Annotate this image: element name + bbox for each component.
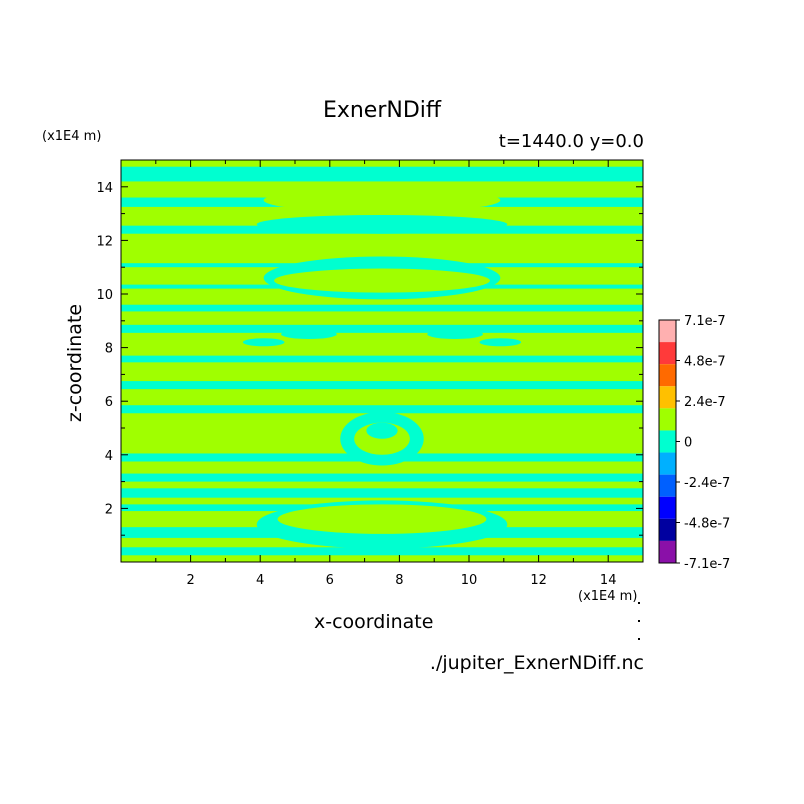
colorbar: 7.1e-7 4.8e-7 2.4e-7 0 -2.4e-7 -4.8e-7 -7.1e-7 (658, 314, 730, 572)
y-tick-label: 4 (105, 449, 113, 464)
colorbar-label: 2.4e-7 (684, 395, 726, 410)
x-tick-label: 4 (256, 573, 264, 588)
x-unit-label: (x1E4 m) (578, 589, 638, 604)
colorbar-swatch (659, 320, 676, 343)
side-lobe (427, 329, 483, 340)
y-tick-label: 8 (105, 342, 113, 357)
colorbar-swatch (659, 540, 676, 563)
x-tick-label: 2 (186, 573, 194, 588)
decor-dot (638, 620, 640, 622)
y-tick-label: 12 (96, 234, 113, 249)
negative-band (121, 324, 643, 333)
contour-field (121, 160, 643, 562)
side-lobe (242, 338, 285, 347)
y-unit-label: (x1E4 m) (42, 129, 102, 144)
time-label: t=1440.0 y=0.0 (498, 131, 644, 152)
negative-band (121, 166, 643, 182)
source-file-label: ./jupiter_ExnerNDiff.nc (429, 652, 644, 674)
y-axis: 2 4 6 8 10 12 14 (96, 181, 643, 536)
colorbar-swatch (659, 452, 676, 475)
colorbar-swatch (659, 342, 676, 365)
colorbar-swatch (659, 518, 676, 541)
y-tick-label: 2 (105, 502, 113, 517)
decor-dot (638, 638, 640, 640)
colorbar-swatch (659, 386, 676, 409)
core-structure (366, 422, 398, 439)
x-axis: 2 4 6 8 10 12 14 (155, 160, 617, 588)
decor-dot (638, 602, 640, 604)
colorbar-swatch (659, 408, 676, 431)
x-tick-label: 10 (461, 573, 478, 588)
x-tick-label: 8 (395, 573, 403, 588)
upper-structure (274, 268, 490, 293)
negative-band (121, 405, 643, 414)
colorbar-label: -7.1e-7 (684, 557, 730, 572)
negative-band (121, 488, 643, 498)
x-tick-label: 14 (600, 573, 617, 588)
y-tick-label: 10 (96, 288, 113, 303)
y-tick-label: 6 (105, 395, 113, 410)
x-tick-label: 12 (530, 573, 547, 588)
side-lobe (281, 329, 337, 340)
negative-band (121, 547, 643, 556)
plot-frame (120, 159, 644, 563)
side-lobe (479, 338, 522, 347)
colorbar-swatch (659, 496, 676, 519)
negative-band (121, 381, 643, 390)
colorbar-label: 7.1e-7 (684, 314, 726, 329)
colorbar-swatch (659, 474, 676, 497)
y-tick-label: 14 (96, 181, 113, 196)
lower-structure (277, 504, 487, 534)
upper-structure (263, 188, 501, 213)
colorbar-swatch (659, 364, 676, 387)
negative-band (121, 473, 643, 482)
colorbar-swatch (659, 430, 676, 453)
colorbar-label: -2.4e-7 (684, 476, 730, 491)
colorbar-label: -4.8e-7 (684, 517, 730, 532)
negative-band (121, 304, 643, 312)
chart-title: ExnerNDiff (322, 98, 442, 123)
x-tick-label: 6 (326, 573, 334, 588)
x-axis-label: x-coordinate (314, 611, 434, 633)
colorbar-label: 0 (684, 436, 692, 451)
upper-structure (256, 214, 508, 234)
colorbar-label: 4.8e-7 (684, 355, 726, 370)
negative-band (121, 355, 643, 363)
